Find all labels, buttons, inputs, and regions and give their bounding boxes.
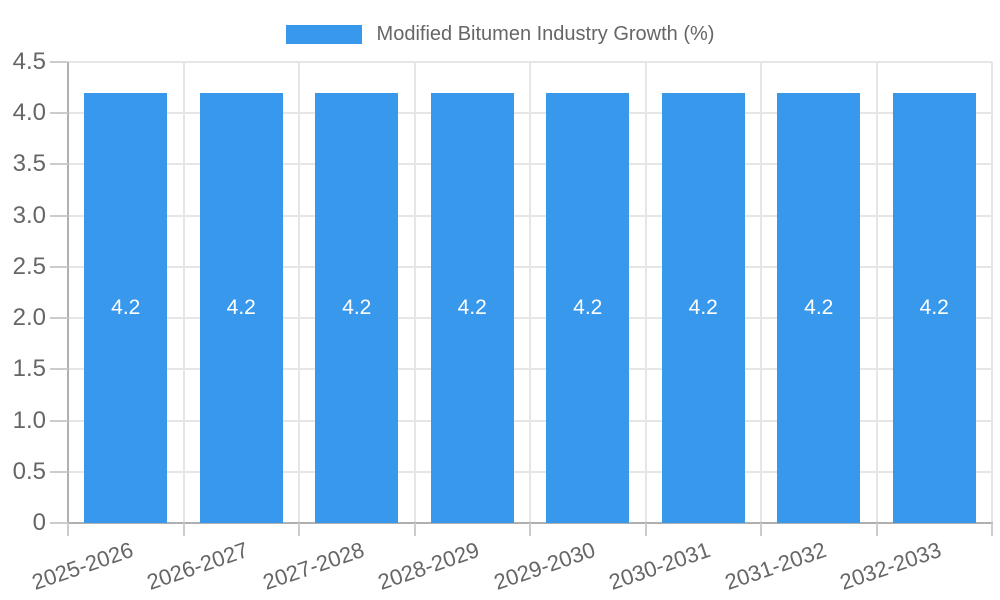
y-tick [50, 419, 68, 422]
x-tick-label: 2025-2026 [28, 537, 136, 595]
y-tick [50, 61, 68, 63]
y-tick [50, 368, 68, 371]
bar[interactable] [430, 92, 514, 523]
x-tick [991, 523, 993, 536]
y-tick-label: 1.0 [12, 406, 46, 434]
v-gridline [413, 62, 416, 523]
y-tick [50, 317, 68, 320]
bar[interactable] [892, 92, 976, 523]
x-tick [529, 523, 531, 536]
x-tick-label: 2026-2027 [143, 537, 252, 595]
x-tick [760, 523, 762, 536]
y-tick [50, 265, 68, 268]
x-tick-label: 2032-2033 [836, 537, 945, 595]
v-gridline [182, 62, 185, 523]
y-tick [50, 522, 68, 524]
v-gridline [875, 62, 878, 523]
y-tick [50, 470, 68, 473]
bar-value-label: 4.2 [804, 295, 834, 319]
y-tick-label: 0 [32, 509, 46, 536]
y-tick-label: 2.5 [12, 252, 46, 280]
y-tick [50, 163, 68, 166]
y-tick-label: 1.5 [12, 355, 46, 383]
y-axis-line [67, 62, 69, 523]
x-tick [644, 523, 647, 536]
x-tick-label: 2029-2030 [490, 537, 598, 595]
v-gridline [760, 62, 762, 523]
bar[interactable] [315, 92, 399, 523]
v-gridline [991, 62, 993, 523]
bar[interactable] [84, 92, 168, 523]
x-tick-label: 2031-2032 [721, 537, 829, 595]
x-tick [67, 523, 69, 536]
bar-value-label: 4.2 [226, 295, 256, 319]
v-gridline [298, 62, 300, 523]
bar[interactable] [546, 92, 630, 523]
y-tick [50, 112, 68, 115]
x-tick-label: 2027-2028 [259, 537, 367, 595]
y-tick-label: 3.5 [12, 150, 46, 178]
x-tick [298, 523, 300, 536]
y-tick-label: 3.0 [12, 201, 46, 229]
v-gridline [529, 62, 531, 523]
x-tick [413, 523, 416, 536]
x-tick [875, 523, 878, 536]
legend-label: Modified Bitumen Industry Growth (%) [376, 23, 715, 45]
v-gridline [644, 62, 647, 523]
legend-item[interactable]: Modified Bitumen Industry Growth (%) [0, 23, 1000, 46]
x-tick-label: 2028-2029 [374, 537, 483, 595]
y-tick-label: 2.0 [12, 304, 46, 332]
y-tick-label: 0.5 [12, 457, 46, 485]
y-tick-label: 4.5 [12, 48, 46, 75]
bar[interactable] [661, 92, 745, 523]
x-tick [182, 523, 185, 536]
y-tick [50, 214, 68, 217]
bar-value-label: 4.2 [111, 295, 141, 319]
bar[interactable] [199, 92, 283, 523]
bar-value-label: 4.2 [457, 295, 487, 319]
bar[interactable] [777, 92, 861, 523]
bar-value-label: 4.2 [919, 295, 949, 319]
y-tick-label: 4.0 [12, 99, 46, 127]
bar-value-label: 4.2 [342, 295, 372, 319]
legend-swatch-icon [285, 25, 362, 44]
x-tick-label: 2030-2031 [605, 537, 714, 595]
bar-value-label: 4.2 [688, 295, 718, 319]
bar-value-label: 4.2 [573, 295, 603, 319]
